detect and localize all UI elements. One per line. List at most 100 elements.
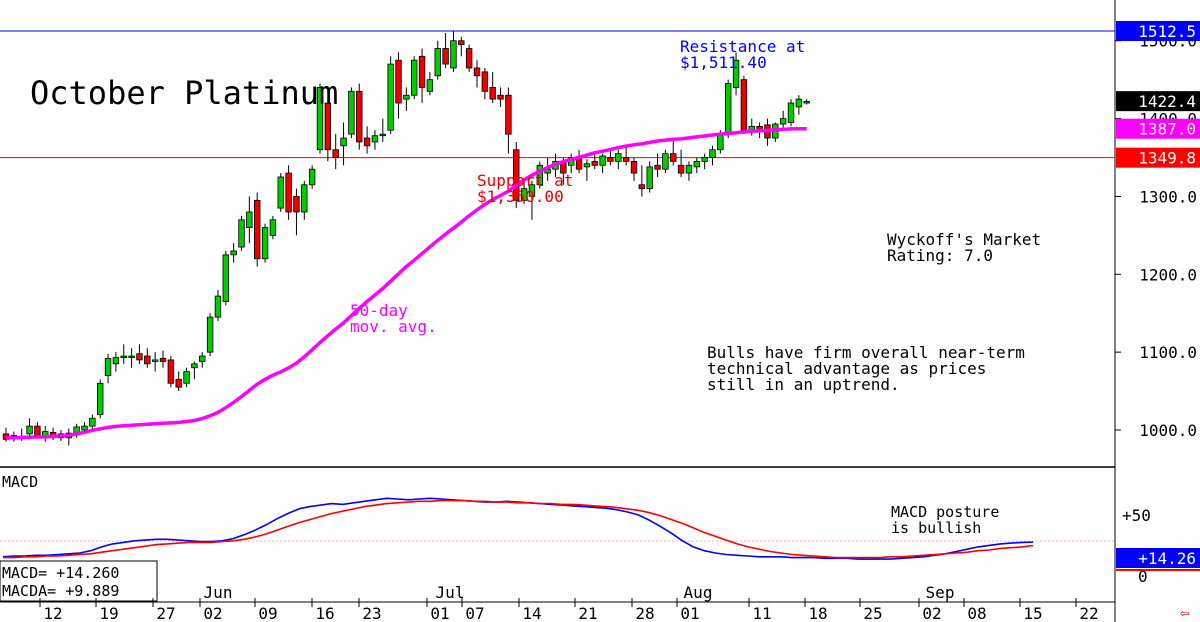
candle-body [26, 425, 33, 435]
candle-body [238, 219, 245, 248]
candle-body [403, 94, 410, 100]
candle-body [630, 161, 638, 174]
candle-body [301, 184, 308, 213]
x-tick-label: 18 [808, 604, 827, 622]
price-tag [1116, 147, 1200, 168]
price-tag-label: 1349.8 [1138, 149, 1196, 168]
mavg-label: 50-day [350, 301, 408, 320]
candle-body [779, 118, 787, 125]
macd-tick-label: 0 [1138, 567, 1148, 586]
x-tick-label: 02 [922, 604, 941, 622]
candle-body [395, 59, 402, 104]
candle-body [151, 359, 159, 362]
candle-body [654, 164, 661, 170]
commentary-line: technical advantage as prices [707, 359, 986, 378]
macd-note-line-1: MACD posture [891, 503, 999, 521]
x-tick-label: 21 [578, 604, 597, 622]
candle-body [261, 227, 269, 260]
candle-body [104, 357, 112, 376]
y-tick-label: 1300.0 [1139, 187, 1197, 206]
support-label: Support at [477, 171, 573, 190]
moving-average [6, 126, 807, 440]
candle-body [410, 59, 418, 96]
price-tag-label: 1387.0 [1138, 120, 1196, 139]
price-tag-label: 1422.4 [1138, 92, 1196, 111]
macd-note-line-2: is bullish [891, 519, 981, 537]
x-tick-label: 01 [430, 604, 449, 622]
macd-readout: MACD= +14.260 [2, 564, 119, 582]
candle-body [316, 87, 324, 151]
x-tick-label: 12 [43, 604, 62, 622]
chart-title: October Platinum [30, 74, 338, 112]
candle-body [622, 157, 630, 162]
date-axis: 12 19 27 02 09 16 23 01 07 14 21 28 01 11 18 25 02 08 15 22… [0, 583, 1190, 622]
candle-body [120, 355, 127, 358]
candle-body [583, 163, 591, 168]
candle-body [520, 188, 528, 201]
candle-body [725, 83, 732, 135]
candle-body [167, 359, 175, 384]
x-tick-label: 02 [203, 604, 222, 622]
candle-body [199, 355, 206, 362]
month-label: Aug [684, 583, 713, 602]
candle-body [442, 48, 449, 65]
month-label: Jul [436, 583, 465, 602]
candle-body [426, 79, 434, 92]
candle-body [308, 168, 316, 186]
candle-body [253, 199, 261, 260]
x-tick-label: 25 [863, 604, 882, 622]
candle-body [34, 425, 41, 437]
candle-body [269, 219, 277, 236]
x-tick-label: 23 [362, 604, 381, 622]
candle-body [387, 63, 394, 131]
candlesticks [2, 31, 810, 446]
price-tag [1116, 91, 1200, 112]
x-tick-label: 09 [258, 604, 277, 622]
x-tick-label: 07 [465, 604, 484, 622]
moving-average-line [6, 126, 807, 440]
candle-body [97, 382, 104, 415]
price-tag [1116, 118, 1200, 139]
x-tick-label: 11 [752, 604, 771, 622]
candle-body [450, 40, 457, 69]
candle-body [795, 98, 803, 108]
candle-body [246, 211, 253, 228]
candle-body [740, 79, 748, 131]
resistance-value: $1,511.40 [680, 53, 767, 72]
x-tick-label: 01 [680, 604, 699, 622]
candle-body [379, 133, 386, 137]
candle-body [277, 176, 284, 209]
candle-body [191, 363, 198, 369]
candle-body [473, 67, 481, 77]
candle-body [434, 48, 441, 77]
macd-tag [1116, 548, 1200, 568]
macd-line [2, 497, 1034, 560]
price-tag [1116, 21, 1200, 41]
rating-label: Wyckoff's Market [887, 230, 1041, 249]
candle-body [293, 196, 300, 213]
candle-body [285, 172, 292, 213]
candle-body [513, 149, 520, 201]
candle-body [230, 250, 237, 256]
candle-body [128, 355, 135, 358]
candle-body [206, 316, 214, 353]
candle-body [670, 153, 677, 162]
candle-body [363, 137, 371, 147]
candle-body [505, 94, 512, 135]
y-tick-label: 1200.0 [1139, 265, 1197, 284]
month-label: Jun [204, 583, 233, 602]
candle-body [324, 102, 332, 151]
macda-readout: MACDA= +9.889 [2, 582, 119, 600]
candle-body [646, 166, 653, 190]
x-tick-label: 15 [1023, 604, 1042, 622]
x-tick-label: 16 [315, 604, 334, 622]
candle-body [717, 133, 724, 151]
candle-body [607, 157, 614, 162]
y-tick-label: 1100.0 [1139, 343, 1197, 362]
candle-body [599, 155, 606, 166]
support-value: $1,350.00 [477, 187, 564, 206]
x-tick-label: 22 [1079, 604, 1098, 622]
candle-body [701, 157, 708, 162]
